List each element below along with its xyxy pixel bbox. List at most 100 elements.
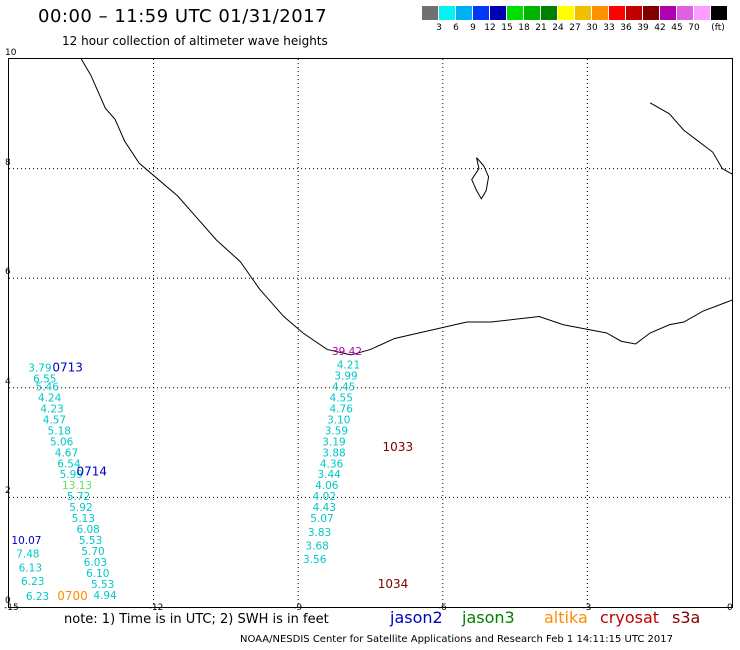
y-tick-label: 2 bbox=[5, 486, 11, 497]
wave-height-label: 4.55 bbox=[330, 393, 353, 405]
pass-time-label: 0700 bbox=[57, 589, 88, 603]
scale-swatch bbox=[694, 6, 710, 20]
wave-height-label: 4.57 bbox=[43, 414, 66, 426]
wave-height-label: 3.44 bbox=[317, 469, 341, 481]
scale-label: 15 bbox=[501, 23, 513, 33]
wave-height-label: 5.46 bbox=[36, 382, 60, 394]
wave-height-label: 4.36 bbox=[320, 458, 344, 470]
y-tick-label: 4 bbox=[5, 376, 11, 387]
legend-jason2: jason2 bbox=[390, 608, 443, 627]
credit-line: NOAA/NESDIS Center for Satellite Applica… bbox=[240, 634, 673, 645]
map-panel: 3.79 6.55 5.46 4.24 4.23 4.57 5.18 5.06 4.67 6.54… bbox=[8, 58, 733, 608]
wave-height-label: 6.23 bbox=[26, 591, 49, 603]
legend-jason3: jason3 bbox=[462, 608, 515, 627]
scale-label: 36 bbox=[620, 23, 632, 33]
scale-swatch bbox=[490, 6, 506, 20]
wave-height-label: 13.13 bbox=[62, 480, 92, 492]
scale-swatch bbox=[456, 6, 472, 20]
wave-height-label: 4.21 bbox=[337, 360, 360, 372]
wave-height-label: 4.94 bbox=[93, 590, 117, 602]
x-tick-label: -12 bbox=[148, 603, 164, 613]
x-tick-label: -3 bbox=[582, 603, 592, 613]
scale-label: 21 bbox=[535, 23, 547, 33]
scale-label: 6 bbox=[453, 23, 459, 33]
scale-unit: (ft) bbox=[711, 23, 725, 33]
wave-height-label: 6.13 bbox=[19, 562, 42, 574]
x-tick-label: 0 bbox=[727, 603, 733, 613]
wave-height-label: 39.42 bbox=[332, 346, 362, 358]
legend-s3a: s3a bbox=[672, 608, 701, 627]
wave-height-label: 3.79 bbox=[28, 362, 51, 374]
wave-height-label: 5.07 bbox=[310, 513, 333, 525]
scale-label: 12 bbox=[484, 23, 496, 33]
wave-height-label: 4.67 bbox=[55, 447, 78, 459]
scale-swatch bbox=[422, 6, 438, 20]
wave-height-label: 5.99 bbox=[60, 469, 83, 481]
wave-height-label: 3.19 bbox=[322, 436, 345, 448]
pass-time-label: 1034 bbox=[378, 577, 409, 591]
wave-height-label: 3.10 bbox=[327, 414, 350, 426]
wave-height-label: 4.23 bbox=[40, 403, 63, 415]
scale-label: 39 bbox=[637, 23, 649, 33]
wave-height-label: 4.43 bbox=[313, 502, 336, 514]
scale-swatch bbox=[626, 6, 642, 20]
scale-swatch bbox=[439, 6, 455, 20]
pass-time-label: 0713 bbox=[52, 360, 83, 374]
wave-height-label: 6.23 bbox=[21, 576, 44, 588]
footer-note: note: 1) Time is in UTC; 2) SWH is in fe… bbox=[64, 612, 329, 627]
wave-height-label: 5.18 bbox=[48, 425, 71, 437]
river-outline bbox=[649, 102, 732, 175]
wave-height-label: 4.24 bbox=[38, 393, 62, 405]
wave-height-label: 3.83 bbox=[308, 527, 331, 539]
wave-height-label: 6.54 bbox=[57, 458, 81, 470]
scale-swatch bbox=[507, 6, 523, 20]
wave-height-label: 5.92 bbox=[69, 502, 92, 514]
scale-label: 42 bbox=[654, 23, 666, 33]
scale-swatch bbox=[558, 6, 574, 20]
scale-swatch bbox=[541, 6, 557, 20]
wave-height-label: 3.88 bbox=[322, 447, 345, 459]
y-tick-label: 8 bbox=[5, 157, 11, 168]
legend-cryosat: cryosat bbox=[600, 608, 660, 627]
wave-height-label: 6.10 bbox=[86, 568, 109, 580]
scale-swatch bbox=[592, 6, 608, 20]
scale-swatch bbox=[711, 6, 727, 20]
wave-height-label: 5.53 bbox=[91, 579, 114, 591]
wave-height-map: 3.796.555.464.244.234.575.185.064.676.54… bbox=[9, 59, 732, 607]
wave-height-label: 6.08 bbox=[76, 524, 99, 536]
scale-label: 3 bbox=[436, 23, 442, 33]
scale-swatch bbox=[575, 6, 591, 20]
scale-swatch bbox=[677, 6, 693, 20]
y-tick-label: 6 bbox=[5, 267, 11, 278]
scale-swatch bbox=[643, 6, 659, 20]
wave-height-label: 5.70 bbox=[81, 546, 104, 558]
scale-label: 9 bbox=[470, 23, 476, 33]
scale-label: 27 bbox=[569, 23, 581, 33]
wave-height-label: 10.07 bbox=[11, 535, 41, 547]
wave-height-label: 5.72 bbox=[67, 491, 90, 503]
lake-outline bbox=[471, 157, 490, 200]
x-tick-label: -9 bbox=[293, 603, 303, 613]
wave-height-label: 4.45 bbox=[332, 382, 355, 394]
wave-height-label: 3.59 bbox=[325, 425, 348, 437]
wave-height-label: 5.06 bbox=[50, 436, 74, 448]
scale-label: 24 bbox=[552, 23, 564, 33]
map-title: 00:00 – 11:59 UTC 01/31/2017 bbox=[38, 6, 328, 27]
wave-height-label: 5.13 bbox=[72, 513, 95, 525]
wave-height-label: 4.02 bbox=[313, 491, 336, 503]
coastline bbox=[80, 59, 732, 356]
wave-height-label: 4.76 bbox=[330, 403, 354, 415]
wave-height-label: 3.56 bbox=[303, 554, 327, 566]
scale-swatch bbox=[660, 6, 676, 20]
pass-time-label: 0714 bbox=[76, 464, 107, 478]
wave-height-label: 7.48 bbox=[16, 549, 39, 561]
pass-time-label: 1033 bbox=[383, 440, 414, 454]
map-subtitle: 12 hour collection of altimeter wave hei… bbox=[62, 34, 328, 48]
wave-height-label: 3.99 bbox=[334, 371, 357, 383]
y-tick-label: 10 bbox=[5, 48, 17, 58]
wave-height-label: 4.06 bbox=[315, 480, 339, 492]
scale-label: 70 bbox=[688, 23, 700, 33]
x-tick-label: -6 bbox=[437, 603, 447, 613]
scale-label: 18 bbox=[518, 23, 530, 33]
scale-label: 30 bbox=[586, 23, 598, 33]
